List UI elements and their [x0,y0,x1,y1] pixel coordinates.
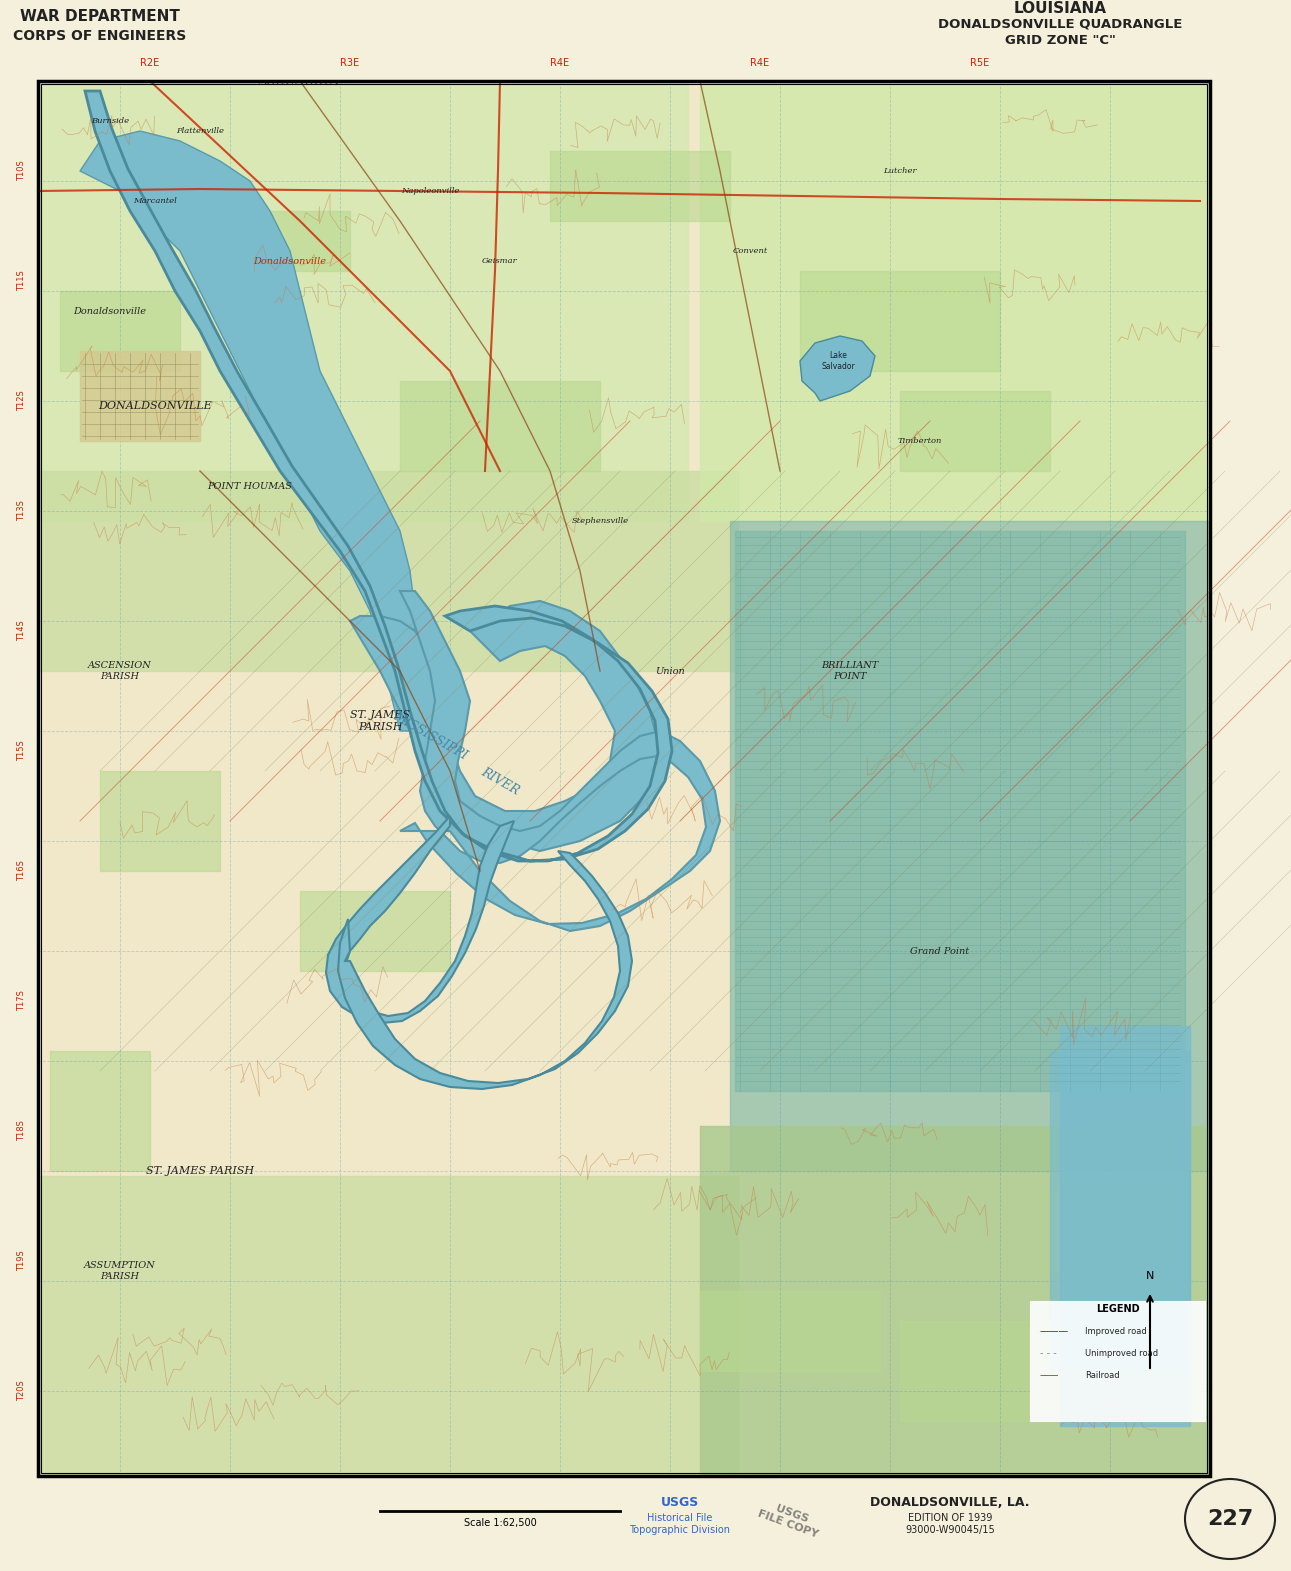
Bar [700,1126,1210,1477]
Text: T11S: T11S [18,270,27,291]
Text: T12S: T12S [18,391,27,412]
Text: GRID ZONE "C": GRID ZONE "C" [1004,33,1115,47]
Text: Paincourtville: Paincourtville [281,77,340,85]
Text: 93000-W90045/15: 93000-W90045/15 [905,1525,995,1535]
Text: Marcantel: Marcantel [133,196,177,204]
Bar [80,350,200,441]
Text: CORPS OF ENGINEERS: CORPS OF ENGINEERS [13,28,187,42]
Text: - - -: - - - [1041,1348,1057,1357]
Bar [1030,1301,1205,1422]
PathPatch shape [80,130,430,731]
Text: MISSISSIPPI: MISSISSIPPI [391,710,470,762]
Text: Donaldsonville: Donaldsonville [74,306,146,316]
Bar [1050,1191,1170,1271]
Text: Historical File: Historical File [647,1513,713,1522]
Text: N: N [1146,1271,1154,1280]
Text: DONALDSONVILLE: DONALDSONVILLE [98,401,212,412]
PathPatch shape [350,602,660,851]
Text: Napoleonville: Napoleonville [400,187,460,195]
Text: T17S: T17S [18,991,27,1012]
Bar [99,771,219,870]
Text: Lutcher: Lutcher [883,167,917,174]
Polygon shape [327,815,514,1023]
Text: Scale 1:62,500: Scale 1:62,500 [463,1518,536,1529]
Text: LOUISIANA: LOUISIANA [1013,0,1106,16]
Text: Unimproved road: Unimproved road [1084,1348,1158,1357]
Text: T13S: T13S [18,501,27,522]
Text: USGS
FILE COPY: USGS FILE COPY [757,1499,824,1540]
Text: Donaldsonville: Donaldsonville [253,256,327,265]
Polygon shape [85,91,673,861]
Text: T19S: T19S [18,1251,27,1271]
Text: DONALDSONVILLE, LA.: DONALDSONVILLE, LA. [870,1496,1030,1510]
Bar [37,471,738,671]
Text: Convent: Convent [732,247,768,255]
Text: Geismar: Geismar [482,258,518,265]
Text: RIVER: RIVER [479,765,522,796]
Text: ASCENSION: ASCENSION [259,74,341,88]
Text: ST. JAMES
PARISH: ST. JAMES PARISH [350,710,411,732]
Text: Stephensville: Stephensville [572,517,629,525]
Text: POINT HOUMAS: POINT HOUMAS [208,481,293,490]
Bar [37,82,1210,1477]
Text: R5E: R5E [971,58,990,68]
Text: 227: 227 [1207,1510,1254,1529]
Text: Timberton: Timberton [897,437,942,445]
Text: T16S: T16S [18,861,27,881]
Text: ASCENSION
PARISH: ASCENSION PARISH [88,661,152,680]
Text: DONALDSONVILLE QUADRANGLE: DONALDSONVILLE QUADRANGLE [937,17,1183,30]
Text: ———: ——— [1041,1326,1069,1335]
Text: Railroad: Railroad [1084,1370,1119,1379]
Text: R2E: R2E [141,58,160,68]
PathPatch shape [400,591,720,932]
Text: Grand Point: Grand Point [910,946,970,955]
Bar [735,531,1185,1090]
Bar [41,83,1207,1474]
Bar [700,82,1210,522]
Bar [550,151,729,222]
Text: T14S: T14S [18,621,27,641]
Bar [400,382,600,471]
Text: T10S: T10S [18,160,27,181]
Text: Plattenville: Plattenville [176,127,225,135]
Bar [37,82,1210,1477]
Bar [300,891,451,971]
Text: ——: —— [1041,1370,1060,1379]
Text: T20S: T20S [18,1381,27,1401]
Text: ASSUMPTION
PARISH: ASSUMPTION PARISH [84,1262,156,1280]
Bar [1050,1051,1190,1371]
Bar [700,1291,880,1371]
Bar [729,522,1210,1170]
Text: Burnside: Burnside [90,116,129,126]
Bar [37,1177,738,1477]
Text: R4E: R4E [750,58,769,68]
Text: Lake
Salvador: Lake Salvador [821,352,855,371]
Bar [59,291,179,371]
Bar [800,272,1001,371]
Text: LEGEND: LEGEND [1096,1304,1140,1313]
Bar [900,391,1050,471]
Polygon shape [338,851,633,1089]
Bar [0,0,1291,82]
Text: R4E: R4E [550,58,569,68]
Text: ST. JAMES PARISH: ST. JAMES PARISH [146,1166,254,1177]
Text: BRILLIANT
POINT: BRILLIANT POINT [821,661,879,680]
Text: EDITION OF 1939: EDITION OF 1939 [908,1513,993,1522]
Text: R3E: R3E [341,58,360,68]
Bar [900,1321,1100,1422]
Bar [200,211,350,272]
Text: USGS: USGS [661,1496,700,1510]
Text: T15S: T15S [18,740,27,762]
Text: WAR DEPARTMENT: WAR DEPARTMENT [21,8,179,24]
Text: T18S: T18S [18,1120,27,1142]
Bar [50,1051,150,1170]
Bar [37,82,688,522]
Bar [1060,1026,1190,1426]
Text: Improved road: Improved road [1084,1326,1146,1335]
Text: Union: Union [655,666,684,676]
Text: Topographic Division: Topographic Division [630,1525,731,1535]
Polygon shape [800,336,875,401]
Bar [0,1477,1291,1571]
